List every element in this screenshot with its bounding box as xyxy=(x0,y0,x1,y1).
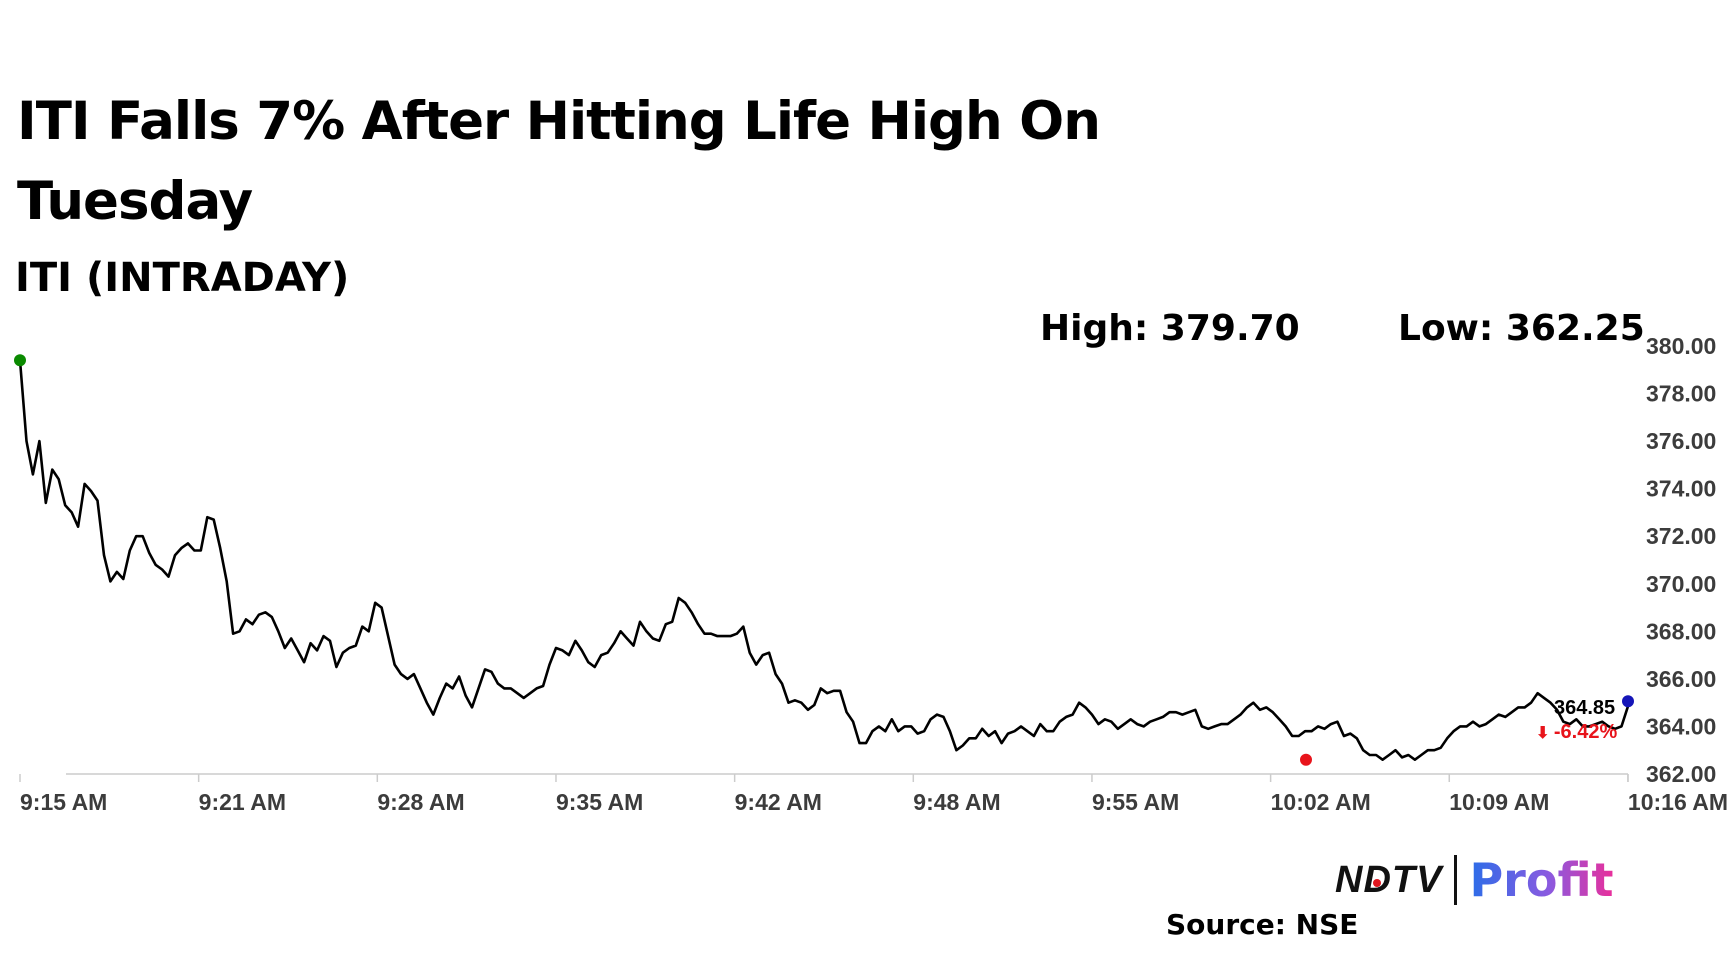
x-tick-label: 9:55 AM xyxy=(1092,789,1179,815)
low-stat: Low: 362.25 xyxy=(1398,308,1645,349)
down-arrow-icon: ⬇ xyxy=(1536,725,1554,742)
chart-subtitle: ITI (INTRADAY) xyxy=(15,255,350,301)
last-price-label: 364.85 xyxy=(1554,697,1615,719)
change-percent: -6.42% xyxy=(1554,721,1618,743)
open-marker xyxy=(14,354,26,367)
y-tick-label: 372.00 xyxy=(1646,523,1716,549)
low-marker xyxy=(1300,753,1312,766)
y-tick-label: 366.00 xyxy=(1646,666,1716,692)
y-tick-label: 370.00 xyxy=(1646,571,1716,597)
y-tick-label: 378.00 xyxy=(1646,381,1716,407)
logo-ndtv-text: NDTV xyxy=(1335,858,1443,901)
y-tick-label: 376.00 xyxy=(1646,428,1716,454)
intraday-line-chart: 9:15 AM 9:21 AM 9:28 AM 9:35 AM 9:42 AM 9:48 … xyxy=(14,333,1728,815)
source-note: Source: NSE xyxy=(1166,908,1359,941)
x-tick-label: 10:09 AM xyxy=(1449,789,1549,815)
high-stat: High: 379.70 xyxy=(1040,308,1300,349)
y-tick-label: 362.00 xyxy=(1646,761,1716,787)
change-label: ⬇ -6.42% xyxy=(1536,721,1617,743)
x-tick-label: 10:16 AM xyxy=(1628,789,1728,815)
chart-title: ITI Falls 7% After Hitting Life High On … xyxy=(17,91,1101,232)
logo-profit-wordmark: Profit xyxy=(1469,853,1614,907)
x-tick-label: 10:02 AM xyxy=(1271,789,1371,815)
x-tick-label: 9:48 AM xyxy=(913,789,1000,815)
logo-divider xyxy=(1454,855,1458,905)
x-tick-label: 9:35 AM xyxy=(556,789,643,815)
y-tick-label: 374.00 xyxy=(1646,476,1716,502)
x-tick-label: 9:15 AM xyxy=(20,789,107,815)
price-line xyxy=(18,360,1630,762)
y-tick-label: 364.00 xyxy=(1646,713,1716,739)
ndtv-profit-logo: NDTV Profit xyxy=(1335,850,1614,910)
x-tick-label: 9:28 AM xyxy=(377,789,464,815)
logo-red-dot-icon xyxy=(1373,878,1381,887)
y-tick-label: 380.00 xyxy=(1646,333,1716,359)
x-tick-label: 9:21 AM xyxy=(199,789,286,815)
x-tick-label: 9:42 AM xyxy=(735,789,822,815)
y-tick-label: 368.00 xyxy=(1646,618,1716,644)
last-marker xyxy=(1622,695,1634,708)
logo-ndtv-wordmark: NDTV xyxy=(1335,859,1442,902)
